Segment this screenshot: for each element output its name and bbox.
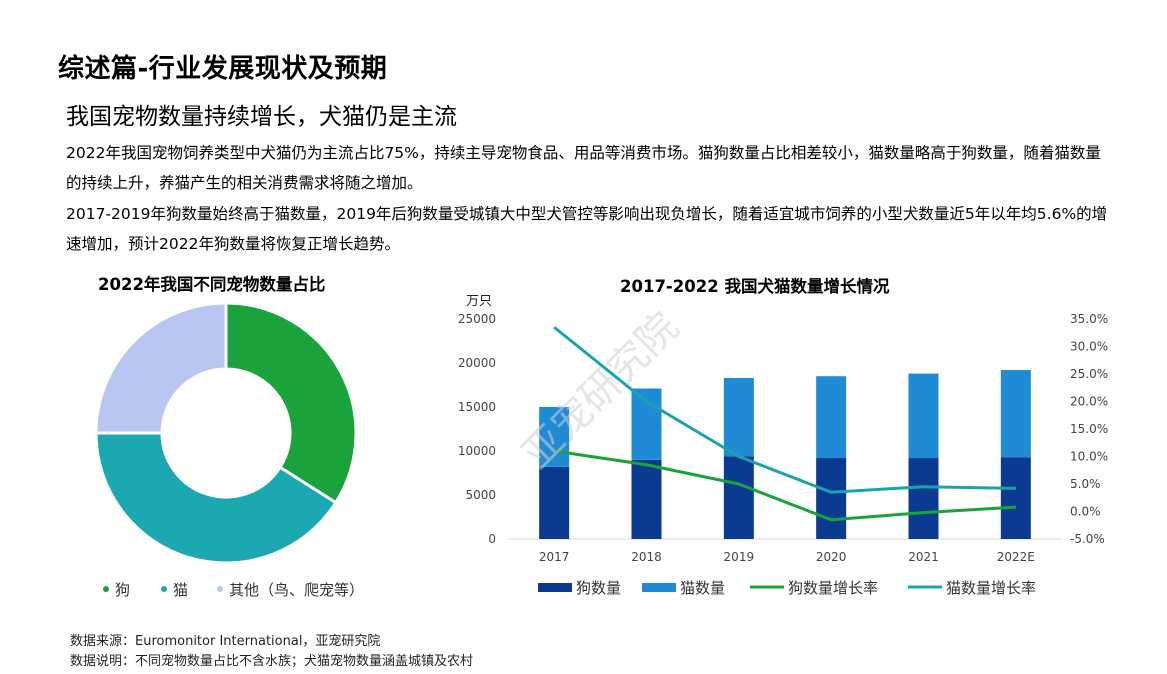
legend-label: 狗数量 bbox=[576, 579, 621, 597]
legend-swatch bbox=[538, 583, 572, 592]
bar-segment bbox=[816, 376, 847, 459]
legend-label: 狗 bbox=[115, 581, 130, 599]
bar-segment bbox=[908, 373, 939, 459]
bar-segment bbox=[631, 388, 662, 460]
x-tick-label: 2017 bbox=[539, 550, 570, 564]
data-explanation-note: 数据说明：不同宠物数量占比不含水族；犬猫宠物数量涵盖城镇及农村 bbox=[70, 654, 474, 669]
legend-marker bbox=[103, 586, 109, 592]
x-tick-label: 2021 bbox=[908, 550, 939, 564]
donut-slice bbox=[94, 301, 228, 435]
y-tick-label: 15000 bbox=[458, 400, 496, 414]
x-tick-label: 2019 bbox=[724, 550, 755, 564]
x-tick-label: 2022E bbox=[997, 550, 1035, 564]
y2-tick-label: 5.0% bbox=[1070, 477, 1101, 491]
bar-segment bbox=[723, 377, 754, 457]
bar-segment bbox=[723, 456, 754, 539]
donut-slice bbox=[224, 301, 358, 505]
legend-marker bbox=[161, 586, 167, 592]
y2-tick-label: 35.0% bbox=[1070, 312, 1108, 326]
legend-swatch bbox=[642, 583, 676, 592]
bar-segment bbox=[816, 458, 847, 539]
y-tick-label: 25000 bbox=[458, 312, 496, 326]
description-paragraph-1: 2022年我国宠物饲养类型中犬猫仍为主流占比75%，持续主导宠物食品、用品等消费… bbox=[66, 144, 1101, 192]
bar-segment bbox=[1000, 370, 1031, 458]
bar-segment bbox=[908, 458, 939, 539]
legend-label: 猫数量 bbox=[680, 579, 725, 597]
legend-label: 猫数量增长率 bbox=[946, 579, 1036, 597]
y2-tick-label: 0.0% bbox=[1070, 505, 1101, 519]
x-tick-label: 2018 bbox=[631, 550, 662, 564]
y2-tick-label: 20.0% bbox=[1070, 395, 1108, 409]
series-line bbox=[553, 449, 1016, 522]
y-tick-label: 0 bbox=[488, 532, 496, 546]
combo-chart-title: 2017-2022 我国犬猫数量增长情况 bbox=[620, 277, 890, 296]
y-tick-label: 5000 bbox=[465, 488, 496, 502]
bar-segment bbox=[631, 459, 662, 539]
bar-segment bbox=[539, 407, 570, 467]
pie-chart-title: 2022年我国不同宠物数量占比 bbox=[98, 275, 326, 294]
watermark: 亚宠研究院 bbox=[514, 304, 688, 478]
y2-tick-label: 30.0% bbox=[1070, 340, 1108, 354]
legend-label: 猫 bbox=[173, 581, 188, 599]
description-paragraph-2: 2017-2019年狗数量始终高于猫数量，2019年后狗数量受城镇大中型犬管控等… bbox=[66, 205, 1108, 253]
y2-tick-label: -5.0% bbox=[1070, 532, 1105, 546]
x-tick-label: 2020 bbox=[816, 550, 847, 564]
legend-marker bbox=[217, 586, 223, 592]
section-title: 综述篇-行业发展现状及预期 bbox=[58, 54, 388, 84]
legend-label: 其他（鸟、爬宠等） bbox=[229, 581, 364, 599]
donut-slice bbox=[94, 431, 338, 565]
y-tick-label: 20000 bbox=[458, 356, 496, 370]
y-tick-label: 10000 bbox=[458, 444, 496, 458]
y2-tick-label: 15.0% bbox=[1070, 422, 1108, 436]
y2-tick-label: 10.0% bbox=[1070, 450, 1108, 464]
bar-segment bbox=[539, 466, 570, 539]
bar-segment bbox=[1000, 457, 1031, 539]
y-axis-unit: 万只 bbox=[466, 294, 492, 309]
page-subtitle: 我国宠物数量持续增长，犬猫仍是主流 bbox=[66, 104, 457, 130]
y2-tick-label: 25.0% bbox=[1070, 367, 1108, 381]
data-source-note: 数据来源：Euromonitor International，亚宠研究院 bbox=[70, 634, 381, 649]
series-line bbox=[553, 326, 1016, 494]
legend-label: 狗数量增长率 bbox=[788, 579, 878, 597]
